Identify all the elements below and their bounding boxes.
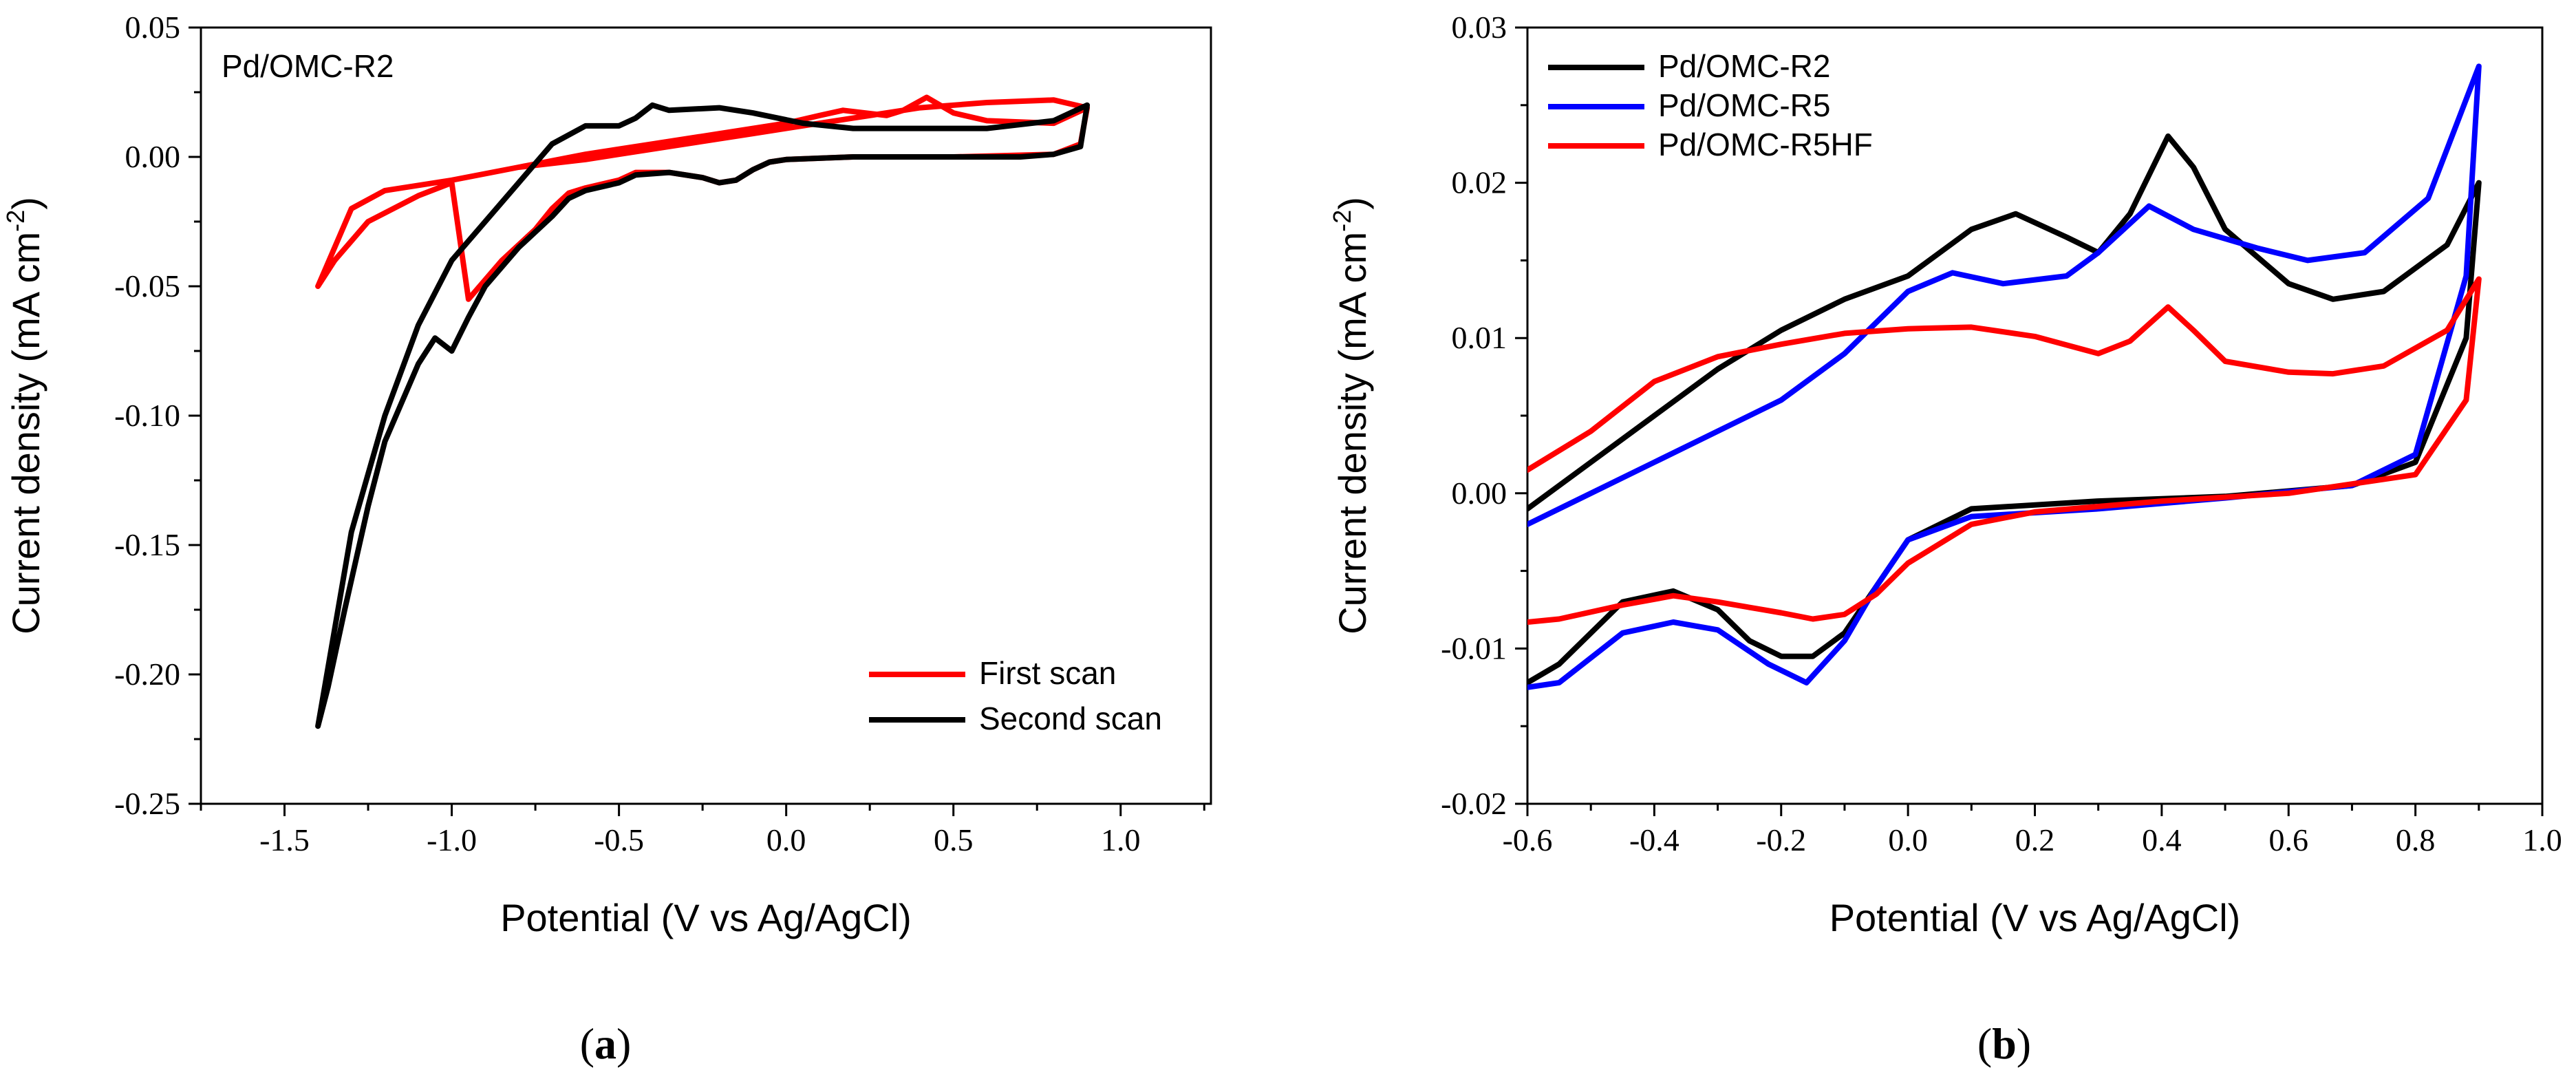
- y-tick-label: 0.01: [1452, 320, 1507, 355]
- x-axis-label: Potential (V vs Ag/AgCl): [500, 896, 912, 939]
- legend-label: Pd/OMC-R5: [1658, 87, 1830, 123]
- y-tick-label: -0.20: [114, 657, 180, 692]
- y-axis-label-superscript: -2: [1328, 210, 1356, 232]
- y-tick-label: -0.15: [114, 527, 180, 562]
- caption-open: (: [580, 1019, 594, 1068]
- caption-close: ): [616, 1019, 631, 1068]
- x-tick-label: -0.4: [1629, 822, 1679, 857]
- y-axis-label-close: ): [4, 197, 47, 210]
- y-axis-label-main: Current density (mA cm: [1331, 232, 1374, 634]
- y-tick-label: 0.00: [1452, 476, 1507, 511]
- panel-caption: (a): [580, 1019, 632, 1068]
- y-tick-label: -0.02: [1441, 786, 1507, 821]
- panel-caption: (b): [1977, 1019, 2031, 1068]
- plot-annotation: Pd/OMC-R2: [222, 48, 394, 84]
- x-tick-label: -1.5: [259, 822, 310, 857]
- y-tick-label: -0.25: [114, 786, 180, 821]
- legend-label: First scan: [979, 655, 1116, 691]
- y-axis-label: Current density (mA cm-2): [1, 197, 47, 634]
- y-tick-label: 0.00: [125, 139, 181, 174]
- x-tick-label: 0.5: [934, 822, 974, 857]
- x-tick-label: 0.0: [766, 822, 806, 857]
- y-tick-label: -0.05: [114, 268, 180, 303]
- caption-open: (: [1977, 1019, 1992, 1068]
- x-tick-label: 1.0: [1101, 822, 1141, 857]
- y-tick-label: -0.10: [114, 398, 180, 433]
- x-tick-label: 1.0: [2522, 822, 2562, 857]
- legend-label: Second scan: [979, 701, 1162, 736]
- series-line-pd-omc-r5hf: [1527, 276, 2482, 625]
- x-tick-label: -0.2: [1756, 822, 1806, 857]
- x-tick-label: 0.4: [2142, 822, 2182, 857]
- panel-b: -0.6 -0.4 -0.2 0.0 0.2 0.4 0.6 0.8 1.0 -0.02 -0.01…: [1328, 10, 2562, 1068]
- caption-letter: a: [594, 1019, 616, 1068]
- x-tick-label: 0.2: [2015, 822, 2055, 857]
- panel-a: -1.5 -1.0 -0.5 0.0 0.5 1.0 -0.25 -0.20 -0.15 -0.1…: [1, 10, 1212, 1068]
- x-tick-label: -0.6: [1503, 822, 1553, 857]
- x-tick-label: 0.0: [1888, 822, 1928, 857]
- x-tick-label: -0.5: [594, 822, 644, 857]
- y-axis-label-close: ): [1331, 197, 1374, 210]
- x-axis-label: Potential (V vs Ag/AgCl): [1829, 896, 2241, 939]
- y-tick-label: 0.05: [125, 10, 181, 45]
- caption-close: ): [2017, 1019, 2031, 1068]
- y-tick-label: 0.02: [1452, 165, 1507, 200]
- y-axis-label: Current density (mA cm-2): [1328, 197, 1374, 634]
- series-line-second-scan: [315, 102, 1091, 729]
- y-tick-label: 0.03: [1452, 10, 1507, 45]
- x-tick-label: 0.6: [2269, 822, 2309, 857]
- legend-label: Pd/OMC-R2: [1658, 48, 1830, 84]
- x-tick-label: 0.8: [2396, 822, 2436, 857]
- caption-letter: b: [1992, 1019, 2017, 1068]
- y-tick-label: -0.01: [1441, 630, 1507, 665]
- series-line-pd-omc-r2: [1527, 133, 2482, 685]
- y-axis-label-superscript: -2: [1, 210, 30, 232]
- y-axis-label-main: Current density (mA cm: [4, 232, 47, 634]
- series-line-pd-omc-r5: [1527, 63, 2482, 690]
- x-tick-label: -1.0: [427, 822, 477, 857]
- legend-label: Pd/OMC-R5HF: [1658, 127, 1873, 162]
